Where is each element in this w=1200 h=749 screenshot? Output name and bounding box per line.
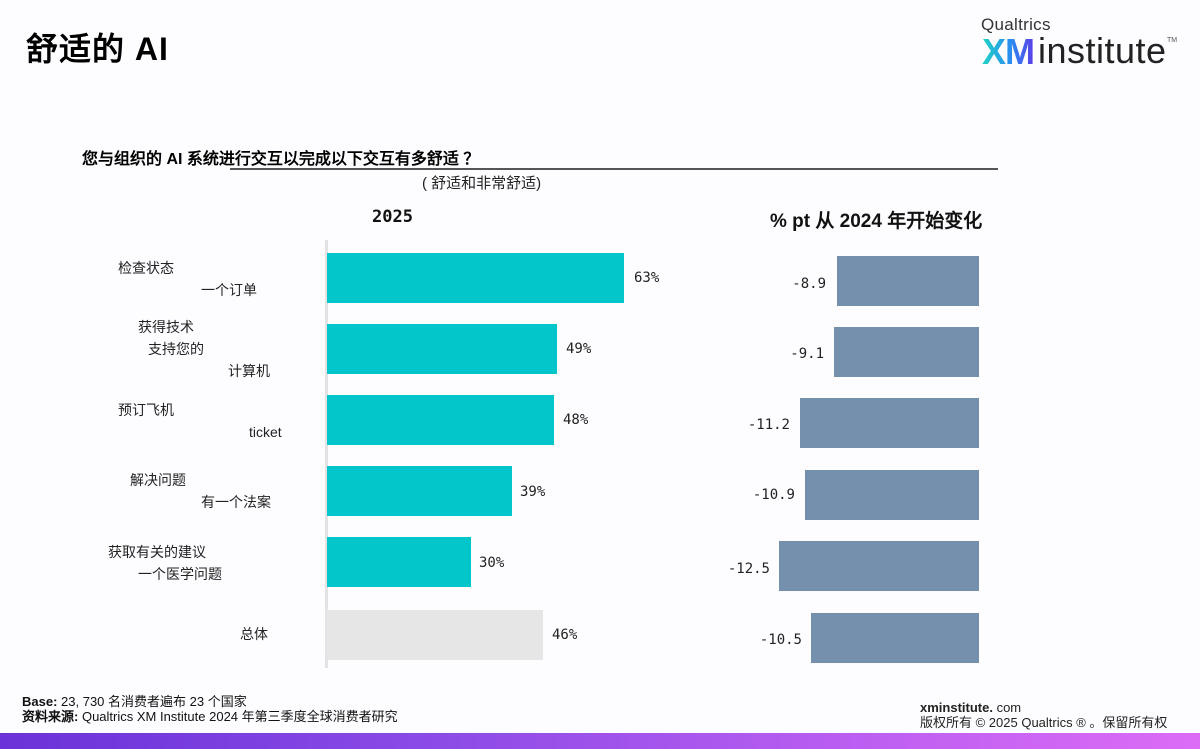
bar-change <box>779 541 979 591</box>
source-text: Qualtrics XM Institute 2024 年第三季度全球消费者研究 <box>78 709 398 724</box>
row-label-line: 获取有关的建议 <box>108 544 206 560</box>
row-label-line: 获得技术 <box>138 319 194 335</box>
row-label: 解决问题 有一个法案 <box>130 469 271 513</box>
right-column-header: % pt 从 2024 年开始变化 <box>770 211 983 232</box>
bar-2025 <box>327 324 557 374</box>
bar-change <box>800 398 979 448</box>
qualtrics-xm-institute-logo: Qualtrics XM institute TM <box>978 15 1178 75</box>
row-label-line: 解决问题 <box>130 472 186 488</box>
logo-xm-text: XM <box>982 31 1035 72</box>
bar-2025 <box>327 395 554 445</box>
bar-2025 <box>327 537 471 587</box>
row-label: 检查状态 一个订单 <box>118 257 257 301</box>
row-label: 获取有关的建议 一个医学问题 <box>108 541 222 585</box>
change-value-label: -10.9 <box>752 487 795 503</box>
site-link[interactable]: xminstitute. com <box>920 700 1167 715</box>
bar-change <box>834 327 979 377</box>
base-text: 23, 730 名消费者遍布 23 个国家 <box>57 694 247 709</box>
logo-qualtrics-text: Qualtrics <box>981 15 1051 34</box>
slide-title: 舒适的 AI <box>26 31 169 67</box>
chart-question: 您与组织的 AI 系统进行交互以完成以下交互有多舒适 ？ <box>82 151 480 168</box>
bar-value-label: 30% <box>479 555 505 571</box>
bar-change <box>805 470 979 520</box>
chart-axis-line <box>325 240 328 668</box>
bar-2025-overall <box>327 610 543 660</box>
bottom-gradient-band <box>0 733 1200 749</box>
row-label: 获得技术 支持您的 计算机 <box>138 316 270 382</box>
row-label-line: 一个医学问题 <box>138 566 222 582</box>
change-value-label: -11.2 <box>747 417 790 433</box>
footer-copyright: xminstitute. com 版权所有 © 2025 Qualtrics ®… <box>920 700 1167 730</box>
site-bold: xminstitute. <box>920 700 993 715</box>
row-label: 预订飞机 ticket <box>118 399 282 443</box>
site-rest: com <box>992 700 1022 715</box>
bar-value-label: 46% <box>552 627 578 643</box>
bar-value-label: 39% <box>520 484 546 500</box>
change-value-label: -12.5 <box>727 561 770 577</box>
bar-change <box>811 613 979 663</box>
copyright-text: 版权所有 © 2025 Qualtrics ® 。保留所有权 <box>920 715 1168 730</box>
base-note: Base: 23, 730 名消费者遍布 23 个国家 <box>22 694 422 709</box>
row-label: 总体 <box>240 623 268 645</box>
row-label-line: 有一个法案 <box>201 494 271 510</box>
row-label-line: 预订飞机 <box>118 402 174 418</box>
bar-change <box>837 256 979 306</box>
bar-2025 <box>327 253 624 303</box>
change-value-label: -10.5 <box>759 632 802 648</box>
row-label-line: 一个订单 <box>201 282 257 298</box>
bar-value-label: 63% <box>634 270 660 286</box>
chart-subtitle: ( 舒适和非常舒适) <box>422 175 542 192</box>
bar-2025 <box>327 466 512 516</box>
row-label-line: 总体 <box>240 626 268 642</box>
change-value-label: -9.1 <box>790 346 824 362</box>
question-divider <box>230 168 998 170</box>
footer-notes: Base: 23, 730 名消费者遍布 23 个国家 资料来源: Qualtr… <box>22 694 422 724</box>
row-label-line: 支持您的 <box>148 341 204 357</box>
bar-value-label: 49% <box>566 341 592 357</box>
logo-trademark: TM <box>1167 37 1178 44</box>
logo-institute-text: institute <box>1038 30 1167 71</box>
source-note: 资料来源: Qualtrics XM Institute 2024 年第三季度全… <box>22 709 422 724</box>
bar-value-label: 48% <box>563 412 589 428</box>
base-label: Base: <box>22 694 58 709</box>
change-value-label: -8.9 <box>792 276 826 292</box>
row-label-line: 计算机 <box>228 363 270 379</box>
source-label: 资料来源: <box>22 709 79 724</box>
left-column-header: 2025 <box>372 207 413 227</box>
row-label-line: ticket <box>249 424 282 440</box>
row-label-line: 检查状态 <box>118 260 174 276</box>
